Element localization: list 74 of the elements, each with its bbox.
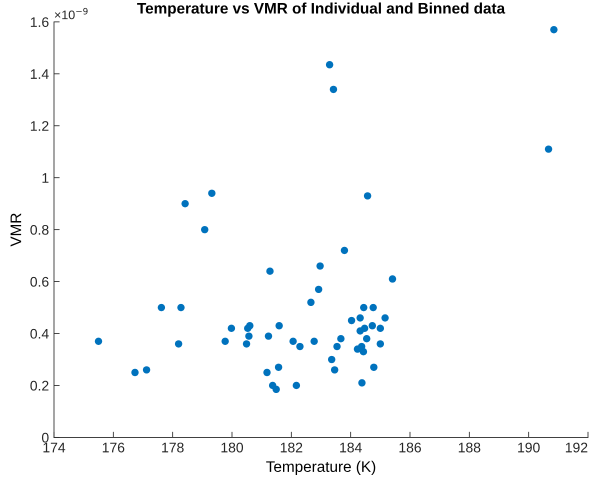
y-tick-label: 1 bbox=[42, 173, 48, 183]
y-tick-label: 0.4 bbox=[30, 328, 49, 339]
y-axis-title: VMR bbox=[10, 213, 22, 247]
point bbox=[356, 314, 364, 322]
point bbox=[330, 86, 338, 94]
point bbox=[337, 335, 345, 342]
point bbox=[356, 327, 364, 335]
point bbox=[388, 275, 396, 283]
y-tick-label: 0 bbox=[42, 432, 49, 443]
chart-title: Temperature vs VMR of Individual and Binned data bbox=[137, 2, 506, 17]
y-tick-label: 0.2 bbox=[30, 380, 48, 391]
point bbox=[275, 322, 283, 330]
point bbox=[201, 226, 208, 234]
point bbox=[246, 322, 254, 330]
point bbox=[370, 304, 377, 312]
point bbox=[330, 366, 338, 374]
point bbox=[266, 268, 274, 275]
point bbox=[245, 332, 253, 340]
point bbox=[360, 348, 368, 356]
x-tick-label: 192 bbox=[566, 442, 588, 452]
point bbox=[94, 338, 102, 345]
x-tick-label: 190 bbox=[518, 442, 540, 452]
point bbox=[333, 342, 341, 350]
point bbox=[264, 332, 272, 340]
x-tick-label: 182 bbox=[280, 442, 302, 452]
x-tick-label: 174 bbox=[43, 442, 66, 452]
point bbox=[174, 340, 182, 348]
y-tick-label: 1.6 bbox=[30, 17, 49, 28]
point bbox=[368, 322, 376, 330]
point bbox=[364, 192, 372, 200]
point bbox=[228, 324, 236, 332]
x-tick-label: 176 bbox=[102, 442, 124, 452]
text: ×10$^{−9}$ bbox=[54, 8, 88, 20]
y-tick-label: 1.4 bbox=[30, 69, 49, 79]
point bbox=[376, 324, 384, 332]
y-tick-label: 0.8 bbox=[30, 224, 49, 235]
y-tick-label: 0.6 bbox=[30, 276, 49, 287]
x-tick-label: 188 bbox=[458, 442, 480, 452]
point bbox=[314, 286, 322, 294]
y-tick-label: 1.2 bbox=[30, 121, 48, 131]
point bbox=[289, 338, 297, 345]
x-axis-title: Temperature (K) bbox=[266, 460, 376, 476]
point bbox=[363, 335, 370, 342]
x-tick-label: 178 bbox=[162, 442, 184, 452]
point bbox=[358, 379, 366, 387]
x-tick-label: 184 bbox=[340, 442, 362, 452]
point bbox=[274, 364, 282, 371]
point bbox=[544, 145, 552, 153]
point bbox=[326, 61, 334, 68]
point bbox=[177, 304, 185, 312]
point bbox=[142, 366, 150, 374]
point bbox=[328, 356, 336, 364]
point bbox=[381, 314, 389, 322]
point bbox=[208, 190, 216, 197]
point bbox=[310, 338, 318, 345]
point bbox=[296, 342, 304, 350]
point bbox=[242, 340, 250, 348]
point bbox=[263, 368, 271, 376]
point bbox=[370, 364, 378, 371]
point bbox=[272, 386, 280, 394]
point bbox=[550, 26, 558, 34]
point bbox=[316, 262, 324, 270]
point bbox=[348, 316, 356, 324]
point bbox=[222, 338, 229, 345]
x-tick-label: 186 bbox=[399, 442, 421, 452]
x-tick-label: 180 bbox=[221, 442, 244, 452]
point bbox=[158, 304, 166, 312]
point bbox=[131, 368, 139, 376]
point bbox=[340, 246, 348, 254]
point bbox=[181, 200, 189, 208]
point bbox=[376, 340, 384, 348]
point bbox=[307, 298, 315, 306]
point bbox=[360, 304, 368, 312]
point bbox=[292, 382, 300, 390]
